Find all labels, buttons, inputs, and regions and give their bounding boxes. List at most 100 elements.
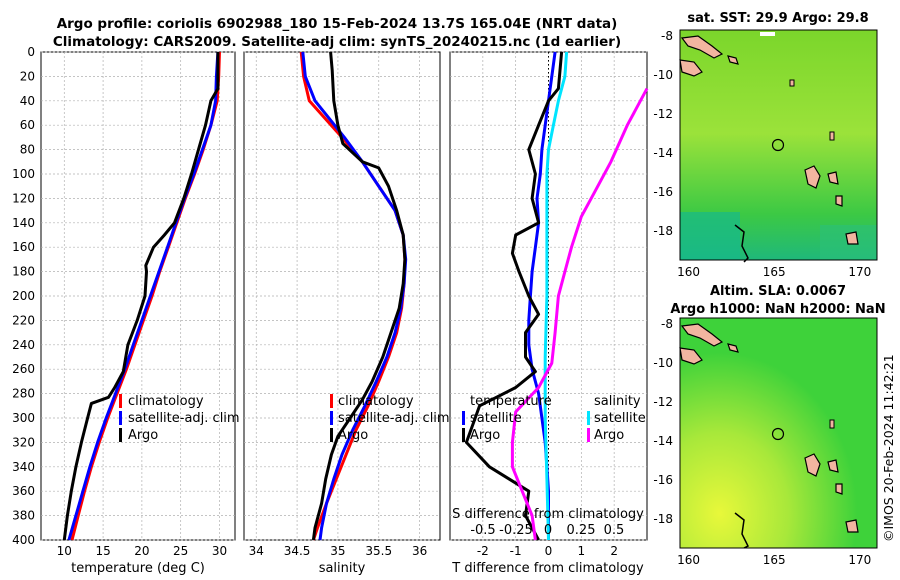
island-shape (827, 171, 839, 185)
x-tick-label: 25 (173, 544, 188, 558)
island-shape (727, 343, 739, 353)
x-tick-label: 1 (578, 544, 586, 558)
lat-tick-label: -10 (653, 68, 673, 82)
depth-tick-label: 380 (12, 509, 35, 523)
s-tick-label: 0.25 (567, 523, 596, 538)
series-line (67, 51, 220, 541)
depth-tick-label: 240 (12, 338, 35, 352)
island-shape (845, 519, 859, 533)
difference-legend-left: temperature satellite Argo (462, 394, 552, 443)
sla-map-subtitle: Argo h1000: NaN h2000: NaN (670, 302, 885, 317)
x-tick-label: 36 (412, 544, 427, 558)
legend-swatch-climatology (330, 394, 333, 408)
reef-outline (734, 224, 749, 263)
lat-tick-label: -14 (653, 434, 673, 448)
depth-tick-label: 280 (12, 387, 35, 401)
t-difference-tick-labels: -2 -1 0 1 2 (477, 544, 618, 558)
legend-label-salinity: salinity (594, 394, 641, 409)
series-line (464, 51, 564, 541)
sst-lat-tick-labels: -8 -10 -12 -14 -16 -18 (653, 29, 673, 238)
argo-location-marker (771, 427, 785, 441)
island-shape (679, 59, 703, 77)
x-tick-label: 15 (95, 544, 110, 558)
x-tick-label: 35 (330, 544, 345, 558)
island-shape (835, 195, 843, 207)
lat-tick-label: -12 (653, 107, 673, 121)
depth-tick-label: 140 (12, 216, 35, 230)
depth-tick-label: 220 (12, 313, 35, 327)
legend-label-climatology: climatology (338, 394, 414, 409)
depth-tick-label: 120 (12, 191, 35, 205)
legend-swatch-satellite (330, 411, 333, 425)
depth-tick-label: 340 (12, 460, 35, 474)
argo-location-marker (771, 138, 785, 152)
sst-map: sat. SST: 29.9 Argo: 29.8 -8 -10 -12 -14 -16… (653, 11, 878, 279)
island-shape (789, 79, 795, 87)
depth-tick-label: 20 (20, 69, 35, 83)
x-tick-label: 35.5 (365, 544, 392, 558)
reef-outline (734, 512, 750, 549)
depth-tick-labels: 0 20 40 60 80 100 120 140 160 180 200 220 240 260 280 3… (12, 45, 35, 547)
lon-tick-label: 165 (763, 265, 786, 279)
lat-tick-label: -10 (653, 356, 673, 370)
depth-tick-label: 60 (20, 118, 35, 132)
lon-tick-label: 160 (677, 553, 700, 567)
lat-tick-label: -16 (653, 473, 673, 487)
island-shape (829, 131, 835, 141)
depth-tick-label: 200 (12, 289, 35, 303)
depth-tick-label: 360 (12, 484, 35, 498)
x-tick-label: -2 (477, 544, 489, 558)
island-shape (827, 459, 839, 473)
legend-label-satellite: satellite-adj. clim (338, 411, 450, 426)
sla-land (679, 323, 859, 549)
series-line (543, 51, 569, 541)
legend-label-s-argo: Argo (594, 428, 624, 443)
t-difference-xlabel: T difference from climatology (451, 561, 644, 576)
legend-label-t-satellite: satellite (470, 411, 522, 426)
lon-tick-label: 170 (848, 265, 871, 279)
x-tick-label: 20 (134, 544, 149, 558)
depth-tick-label: 40 (20, 94, 35, 108)
depth-tick-label: 180 (12, 265, 35, 279)
legend-label-satellite: satellite-adj. clim (128, 411, 240, 426)
x-tick-label: 2 (610, 544, 618, 558)
x-tick-label: -1 (510, 544, 522, 558)
salinity-series (299, 51, 408, 541)
temperature-series (62, 51, 221, 541)
island-shape (680, 35, 724, 59)
x-tick-label: 34 (249, 544, 264, 558)
legend-label-argo: Argo (338, 428, 368, 443)
x-tick-label: 34.5 (284, 544, 311, 558)
title-line-2: Climatology: CARS2009. Satellite-adj cli… (53, 34, 621, 50)
s-difference-axis: S difference from climatology -0.5 -0.25… (452, 507, 644, 538)
salinity-tick-labels: 34 34.5 35 35.5 36 (249, 544, 428, 558)
difference-panel: -2 -1 0 1 2 T difference from climatology S … (449, 51, 649, 576)
island-shape (727, 55, 739, 65)
depth-tick-label: 300 (12, 411, 35, 425)
x-tick-label: 10 (57, 544, 72, 558)
legend-swatch-satellite (119, 411, 122, 425)
sst-lon-tick-labels: 160 165 170 (677, 265, 871, 279)
island-shape (804, 165, 821, 189)
series-line (510, 87, 649, 541)
depth-tick-label: 0 (27, 45, 35, 59)
sla-field (680, 318, 877, 548)
island-shape (845, 231, 859, 245)
salinity-panel: 34 34.5 35 35.5 36 salinity climatology sate… (243, 51, 450, 576)
depth-tick-label: 100 (12, 167, 35, 181)
sst-map-frame (679, 29, 878, 261)
lon-tick-label: 165 (763, 553, 786, 567)
salinity-legend: climatology satellite-adj. clim Argo (330, 394, 450, 443)
legend-swatch-argo (119, 428, 122, 442)
legend-swatch-s-satellite (587, 411, 590, 425)
island-shape (680, 323, 724, 347)
island-shape (804, 453, 821, 477)
legend-label-climatology: climatology (128, 394, 204, 409)
s-difference-label: S difference from climatology (452, 507, 644, 522)
island-shape (679, 347, 703, 365)
depth-tick-label: 320 (12, 435, 35, 449)
lat-tick-label: -14 (653, 146, 673, 160)
sla-map: Altim. SLA: 0.0067 Argo h1000: NaN h2000… (653, 284, 885, 567)
depth-tick-label: 160 (12, 240, 35, 254)
legend-swatch-t-satellite (462, 411, 465, 425)
